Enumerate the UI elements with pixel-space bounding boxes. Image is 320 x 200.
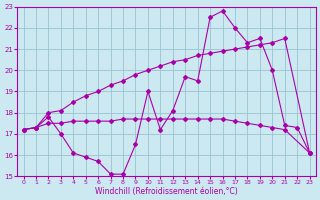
X-axis label: Windchill (Refroidissement éolien,°C): Windchill (Refroidissement éolien,°C) <box>95 187 238 196</box>
